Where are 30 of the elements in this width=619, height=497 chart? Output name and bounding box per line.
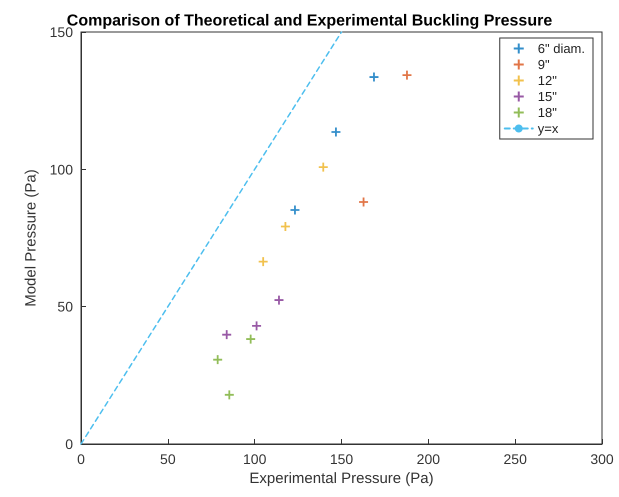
y-axis-title: Model Pressure (Pa) [22, 169, 40, 307]
y-tick-label: 100 [50, 161, 74, 178]
x-tick-label: 250 [503, 451, 528, 467]
legend-label: 6" diam. [538, 41, 586, 56]
legend-label: 12" [538, 73, 558, 88]
x-tick-label: 200 [416, 451, 440, 467]
point [318, 162, 328, 172]
point [280, 222, 290, 231]
x-tick-label: 50 [160, 451, 176, 467]
legend-label: y=x [538, 121, 559, 136]
legend-label: 15" [538, 89, 558, 104]
x-axis-title: Experimental Pressure (Pa) [249, 470, 434, 487]
point [402, 70, 412, 80]
point [290, 205, 300, 214]
chart-title: Comparison of Theoretical and Experimental Buckling Pressure [66, 12, 552, 30]
x-tick-label: 0 [77, 451, 86, 467]
x-tick-label: 100 [242, 451, 267, 467]
point [258, 257, 268, 266]
legend-label: 18" [538, 105, 558, 120]
point [331, 127, 340, 136]
y-tick-label: 0 [65, 436, 74, 452]
y-tick-label: 50 [57, 298, 74, 315]
x-tick-label: 300 [590, 451, 614, 467]
point [274, 296, 284, 305]
x-tick-label: 150 [330, 451, 354, 467]
point [359, 198, 368, 207]
legend-label: 9" [538, 57, 550, 72]
point [246, 334, 256, 344]
point [369, 72, 378, 82]
point [252, 321, 262, 330]
